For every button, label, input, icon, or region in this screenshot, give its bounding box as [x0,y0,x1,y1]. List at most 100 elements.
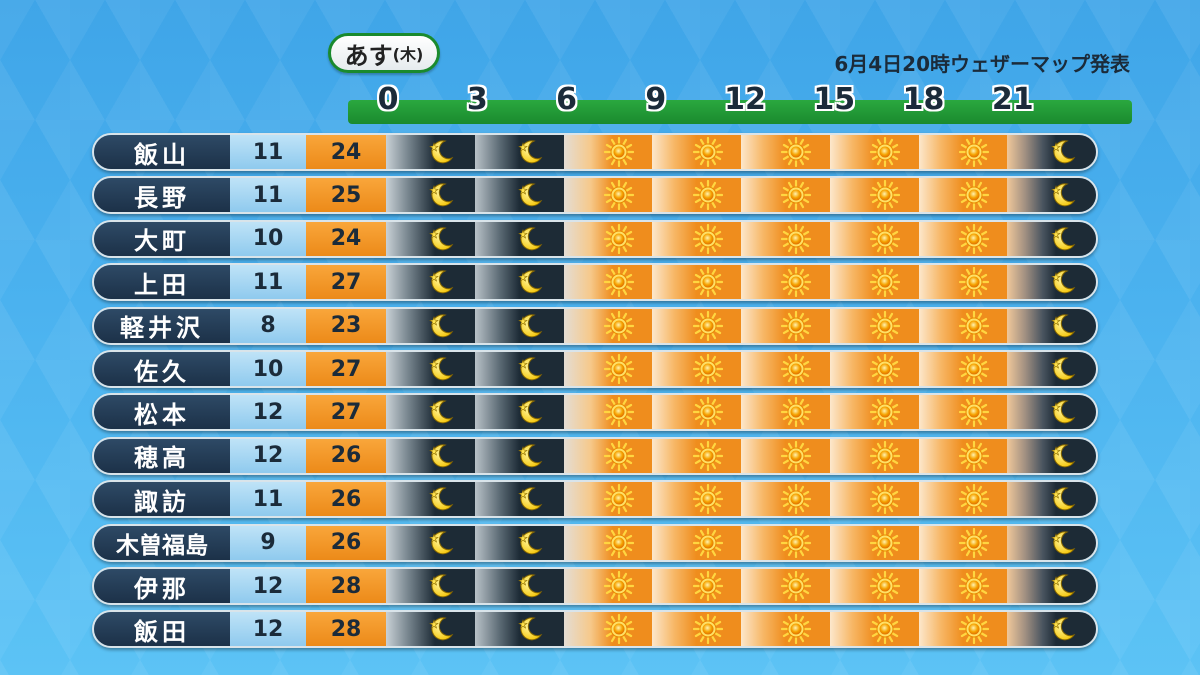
min-temp: 11 [230,135,306,169]
sun-icon [958,440,989,471]
weather-slot-0 [386,569,475,603]
hourly-slots [386,525,1096,560]
weather-slot-18 [918,482,1008,517]
weather-slot-12 [741,178,830,213]
sun-icon [958,571,989,601]
sun-icon [781,614,812,645]
sun-icon [692,354,723,384]
weather-slot-18 [918,438,1008,473]
sun-icon [870,267,901,298]
crescent-moon-star-icon [515,137,545,167]
weather-slot-18 [918,569,1008,603]
weather-slot-6 [563,395,653,430]
crescent-moon-star-icon [426,441,456,471]
city-name: 飯田 [94,612,230,647]
city-name: 諏訪 [94,482,230,517]
weather-slot-6 [563,612,653,647]
city-name: 穂高 [94,438,230,473]
weather-slot-0 [386,135,475,169]
weather-slot-15 [829,525,919,560]
weather-slot-12 [741,221,830,256]
hourly-slots [386,482,1096,517]
crescent-moon-star-icon [426,224,456,254]
time-label-9: 9 [621,82,691,118]
min-temp: 12 [230,438,306,473]
city-name: 伊那 [94,569,230,603]
weather-slot-18 [918,178,1008,213]
crescent-moon-star-icon [426,397,456,427]
weather-slot-21 [1007,135,1096,169]
max-temp: 28 [306,569,386,603]
weather-slot-9 [652,265,741,300]
forecast-row: 諏訪 11 26 [92,480,1098,519]
forecast-row: 軽井沢 8 23 [92,306,1098,345]
min-temp: 10 [230,352,306,386]
weather-slot-12 [741,525,830,560]
time-header-bar [348,100,1132,124]
weather-slot-12 [741,308,830,343]
time-label-text: 3 [466,82,488,117]
crescent-moon-star-icon [426,484,456,514]
weather-slot-6 [563,178,653,213]
weather-slot-0 [386,178,475,213]
crescent-moon-star-icon [426,528,456,558]
hourly-slots [386,221,1096,256]
weather-slot-15 [829,395,919,430]
day-tab[interactable]: あす (木) [328,33,440,73]
sun-icon [958,137,989,167]
weather-slot-21 [1007,438,1096,473]
city-name: 大町 [94,221,230,256]
min-temp: 8 [230,308,306,343]
forecast-row: 佐久 10 27 [92,350,1098,388]
weather-slot-12 [741,482,830,517]
crescent-moon-star-icon [426,180,456,210]
weather-slot-6 [563,525,653,560]
weather-slot-15 [829,438,919,473]
weather-slot-21 [1007,569,1096,603]
sun-icon [603,571,634,601]
weather-slot-21 [1007,308,1096,343]
sun-icon [781,223,812,254]
weather-slot-3 [474,395,564,430]
weather-slot-0 [386,265,475,300]
time-label-0: 0 [353,82,423,118]
sun-icon [958,484,989,515]
sun-icon [603,484,634,515]
crescent-moon-star-icon [426,614,456,644]
weather-slot-15 [829,308,919,343]
sun-icon [870,354,901,384]
sun-icon [692,397,723,428]
weather-slot-18 [918,308,1008,343]
sun-icon [781,180,812,211]
sun-icon [870,571,901,601]
crescent-moon-star-icon [426,311,456,341]
crescent-moon-star-icon [515,571,545,601]
crescent-moon-star-icon [426,571,456,601]
min-temp: 12 [230,612,306,647]
weather-slot-9 [652,612,741,647]
sun-icon [958,614,989,645]
sun-icon [870,137,901,167]
weather-slot-21 [1007,178,1096,213]
weather-slot-6 [563,135,653,169]
weather-slot-9 [652,395,741,430]
crescent-moon-star-icon [1048,137,1078,167]
sun-icon [603,223,634,254]
sun-icon [603,440,634,471]
crescent-moon-star-icon [1048,397,1078,427]
crescent-moon-star-icon [1048,441,1078,471]
hourly-slots [386,265,1096,300]
sun-icon [870,180,901,211]
crescent-moon-star-icon [515,614,545,644]
weather-slot-9 [652,525,741,560]
weather-slot-15 [829,178,919,213]
forecast-row: 大町 10 24 [92,219,1098,258]
crescent-moon-star-icon [426,137,456,167]
weather-slot-21 [1007,525,1096,560]
weather-slot-15 [829,221,919,256]
sun-icon [958,527,989,558]
weather-slot-15 [829,482,919,517]
weather-slot-9 [652,352,741,386]
forecast-row: 飯山 11 24 [92,133,1098,171]
min-temp: 11 [230,482,306,517]
